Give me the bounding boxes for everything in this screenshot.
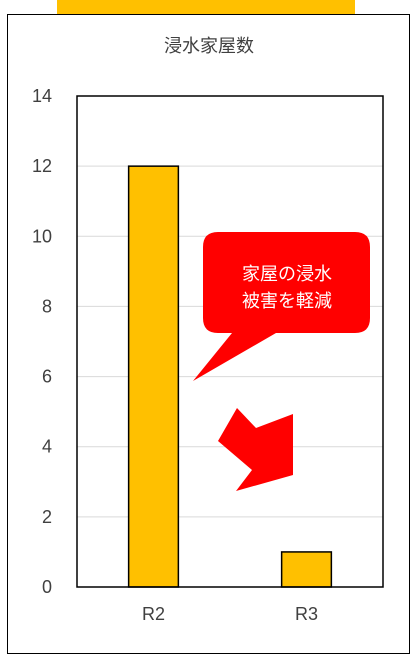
y-tick-label: 12 [32,156,52,176]
y-tick-label: 14 [32,86,52,106]
chart-title: 浸水家屋数 [164,36,254,56]
x-tick-label-r2: R2 [142,604,165,624]
y-tick-label: 2 [42,507,52,527]
y-tick-label: 4 [42,437,52,457]
callout-text-line-2: 被害を軽減 [242,291,332,311]
bars [127,165,333,588]
bar-r3 [280,551,333,588]
y-tick-label: 0 [42,577,52,597]
x-tick-label-r3: R3 [295,604,318,624]
plot-area-border [76,95,384,588]
y-tick-label: 8 [42,296,52,316]
y-tick-label: 6 [42,367,52,387]
y-tick-label: 10 [32,226,52,246]
x-axis-ticks: R2 R3 [142,604,318,624]
callout-bubble [193,232,370,381]
y-axis-ticks: 0 2 4 6 8 10 12 14 [32,86,52,597]
down-arrow-icon [218,408,293,491]
bar-r2 [127,165,180,588]
callout-text-line-1: 家屋の浸水 [242,264,332,284]
chart-frame [7,14,410,654]
callout-annotation: 家屋の浸水 被害を軽減 [193,232,370,381]
header-banner [57,0,355,14]
